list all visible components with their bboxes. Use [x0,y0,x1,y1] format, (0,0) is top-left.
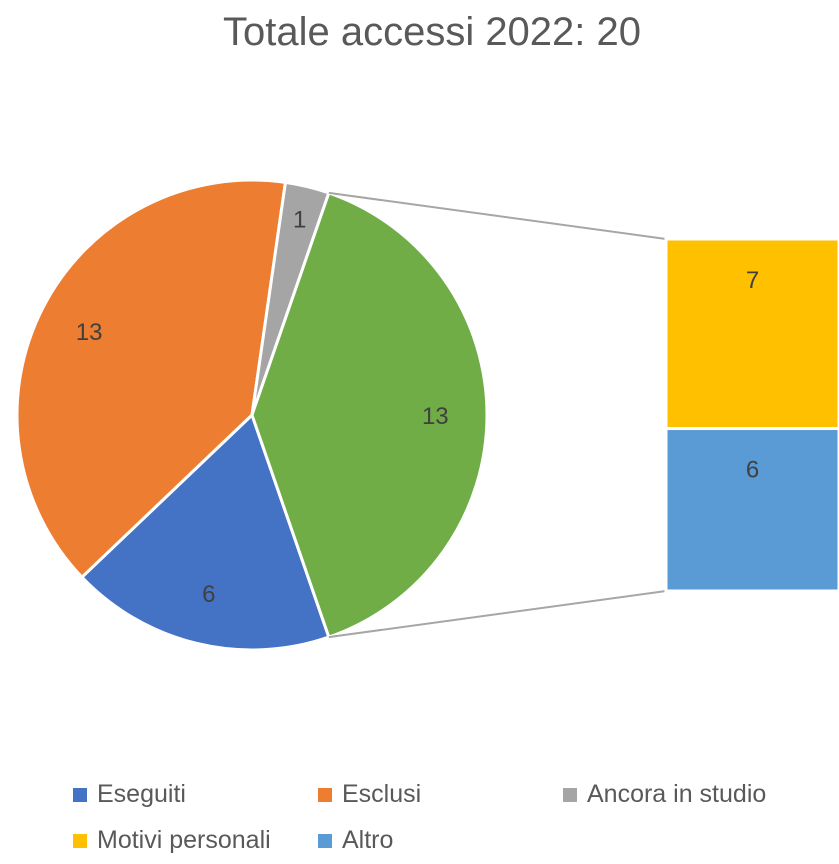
connector-lines [328,191,667,639]
secondary-bar: 76 [664,237,839,593]
bar-segment-motivi-personali-label: 7 [746,267,759,294]
slice-eseguiti-label: 6 [202,581,215,608]
chart-title: Totale accessi 2022: 20 [223,10,641,54]
bar-segment-altro-label: 6 [746,457,759,484]
slice-esclusi [15,178,288,580]
bar-segment-altro [664,427,839,593]
slice-eseguiti [79,412,331,652]
slice-altri-label: 13 [422,403,449,430]
slice-esclusi-label: 13 [76,319,103,346]
connector-top [328,191,667,240]
connector-bottom [328,590,667,639]
bar-segment-motivi-personali [664,237,839,431]
slice-ancora-in-studio-label: 1 [293,207,306,234]
slice-altri [250,191,489,639]
primary-pie: 6 13 1 13 [15,178,489,652]
